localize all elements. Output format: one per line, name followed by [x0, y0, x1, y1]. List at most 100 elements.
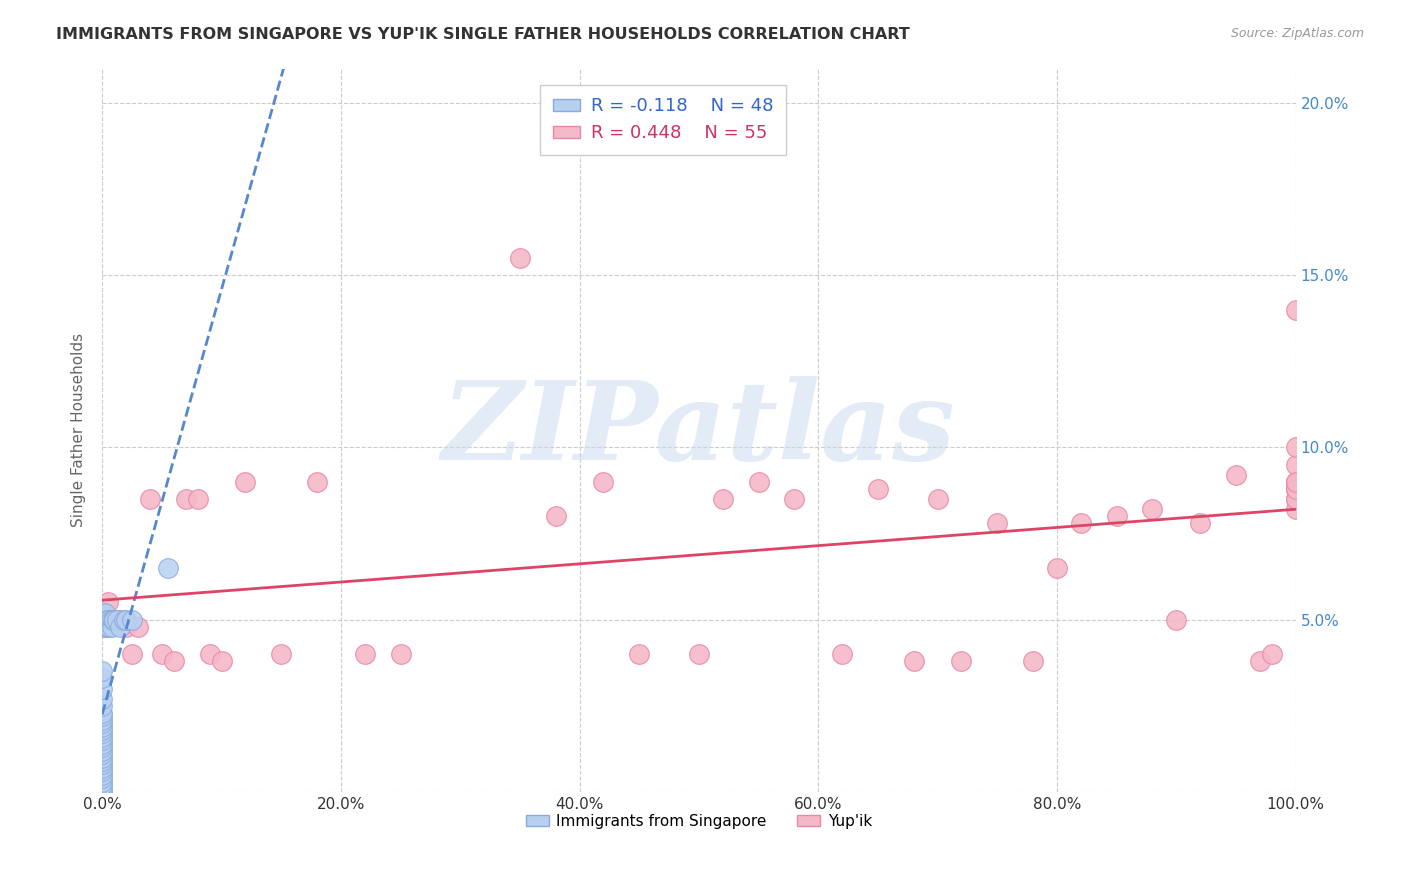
Point — [91, 778, 114, 792]
Point — [903, 654, 925, 668]
Point — [91, 771, 114, 785]
Point — [1284, 475, 1306, 489]
Point — [93, 619, 115, 633]
Point — [1166, 613, 1188, 627]
Point — [91, 719, 114, 733]
Point — [187, 492, 209, 507]
Point — [628, 647, 651, 661]
Legend: Immigrants from Singapore, Yup'ik: Immigrants from Singapore, Yup'ik — [520, 808, 879, 835]
Point — [1070, 516, 1092, 531]
Point — [115, 619, 138, 633]
Point — [97, 613, 120, 627]
Point — [389, 647, 412, 661]
Point — [91, 744, 114, 758]
Point — [91, 750, 114, 764]
Point — [1260, 647, 1282, 661]
Text: IMMIGRANTS FROM SINGAPORE VS YUP'IK SINGLE FATHER HOUSEHOLDS CORRELATION CHART: IMMIGRANTS FROM SINGAPORE VS YUP'IK SING… — [56, 27, 910, 42]
Point — [91, 757, 114, 772]
Point — [156, 561, 179, 575]
Point — [91, 716, 114, 731]
Point — [1284, 482, 1306, 496]
Point — [353, 647, 375, 661]
Point — [91, 671, 114, 685]
Point — [1225, 468, 1247, 483]
Point — [97, 595, 120, 609]
Point — [105, 613, 128, 627]
Point — [91, 733, 114, 747]
Point — [1284, 502, 1306, 516]
Point — [103, 613, 125, 627]
Point — [93, 606, 115, 620]
Point — [1284, 482, 1306, 496]
Point — [91, 761, 114, 775]
Point — [1189, 516, 1212, 531]
Point — [163, 654, 186, 668]
Point — [91, 737, 114, 751]
Point — [127, 619, 149, 633]
Point — [592, 475, 614, 489]
Point — [115, 613, 138, 627]
Point — [1284, 475, 1306, 489]
Point — [1046, 561, 1069, 575]
Point — [91, 692, 114, 706]
Point — [91, 698, 114, 713]
Point — [91, 747, 114, 761]
Point — [1284, 441, 1306, 455]
Point — [198, 647, 221, 661]
Point — [100, 613, 122, 627]
Point — [108, 613, 131, 627]
Point — [783, 492, 806, 507]
Point — [1142, 502, 1164, 516]
Point — [235, 475, 257, 489]
Text: ZIPatlas: ZIPatlas — [441, 376, 956, 484]
Point — [98, 619, 121, 633]
Point — [91, 754, 114, 768]
Point — [91, 681, 114, 696]
Point — [174, 492, 197, 507]
Point — [150, 647, 173, 661]
Point — [91, 709, 114, 723]
Point — [91, 785, 114, 799]
Point — [688, 647, 710, 661]
Point — [91, 764, 114, 779]
Point — [93, 619, 115, 633]
Point — [91, 768, 114, 782]
Point — [100, 619, 122, 633]
Point — [1105, 509, 1128, 524]
Point — [211, 654, 233, 668]
Point — [831, 647, 853, 661]
Point — [305, 475, 328, 489]
Point — [927, 492, 949, 507]
Point — [1284, 475, 1306, 489]
Point — [711, 492, 734, 507]
Point — [986, 516, 1008, 531]
Y-axis label: Single Father Households: Single Father Households — [72, 334, 86, 527]
Point — [748, 475, 770, 489]
Point — [1022, 654, 1045, 668]
Point — [1284, 482, 1306, 496]
Point — [121, 647, 143, 661]
Point — [950, 654, 973, 668]
Point — [1284, 458, 1306, 472]
Point — [108, 619, 131, 633]
Point — [94, 619, 117, 633]
Point — [91, 785, 114, 799]
Point — [91, 781, 114, 796]
Point — [1284, 492, 1306, 507]
Point — [93, 606, 115, 620]
Point — [91, 774, 114, 789]
Point — [270, 647, 292, 661]
Point — [91, 713, 114, 727]
Point — [866, 482, 889, 496]
Text: Source: ZipAtlas.com: Source: ZipAtlas.com — [1230, 27, 1364, 40]
Point — [91, 726, 114, 740]
Point — [509, 251, 531, 265]
Point — [103, 613, 125, 627]
Point — [96, 613, 118, 627]
Point — [139, 492, 162, 507]
Point — [101, 613, 124, 627]
Point — [91, 730, 114, 744]
Point — [91, 740, 114, 755]
Point — [1249, 654, 1271, 668]
Point — [544, 509, 567, 524]
